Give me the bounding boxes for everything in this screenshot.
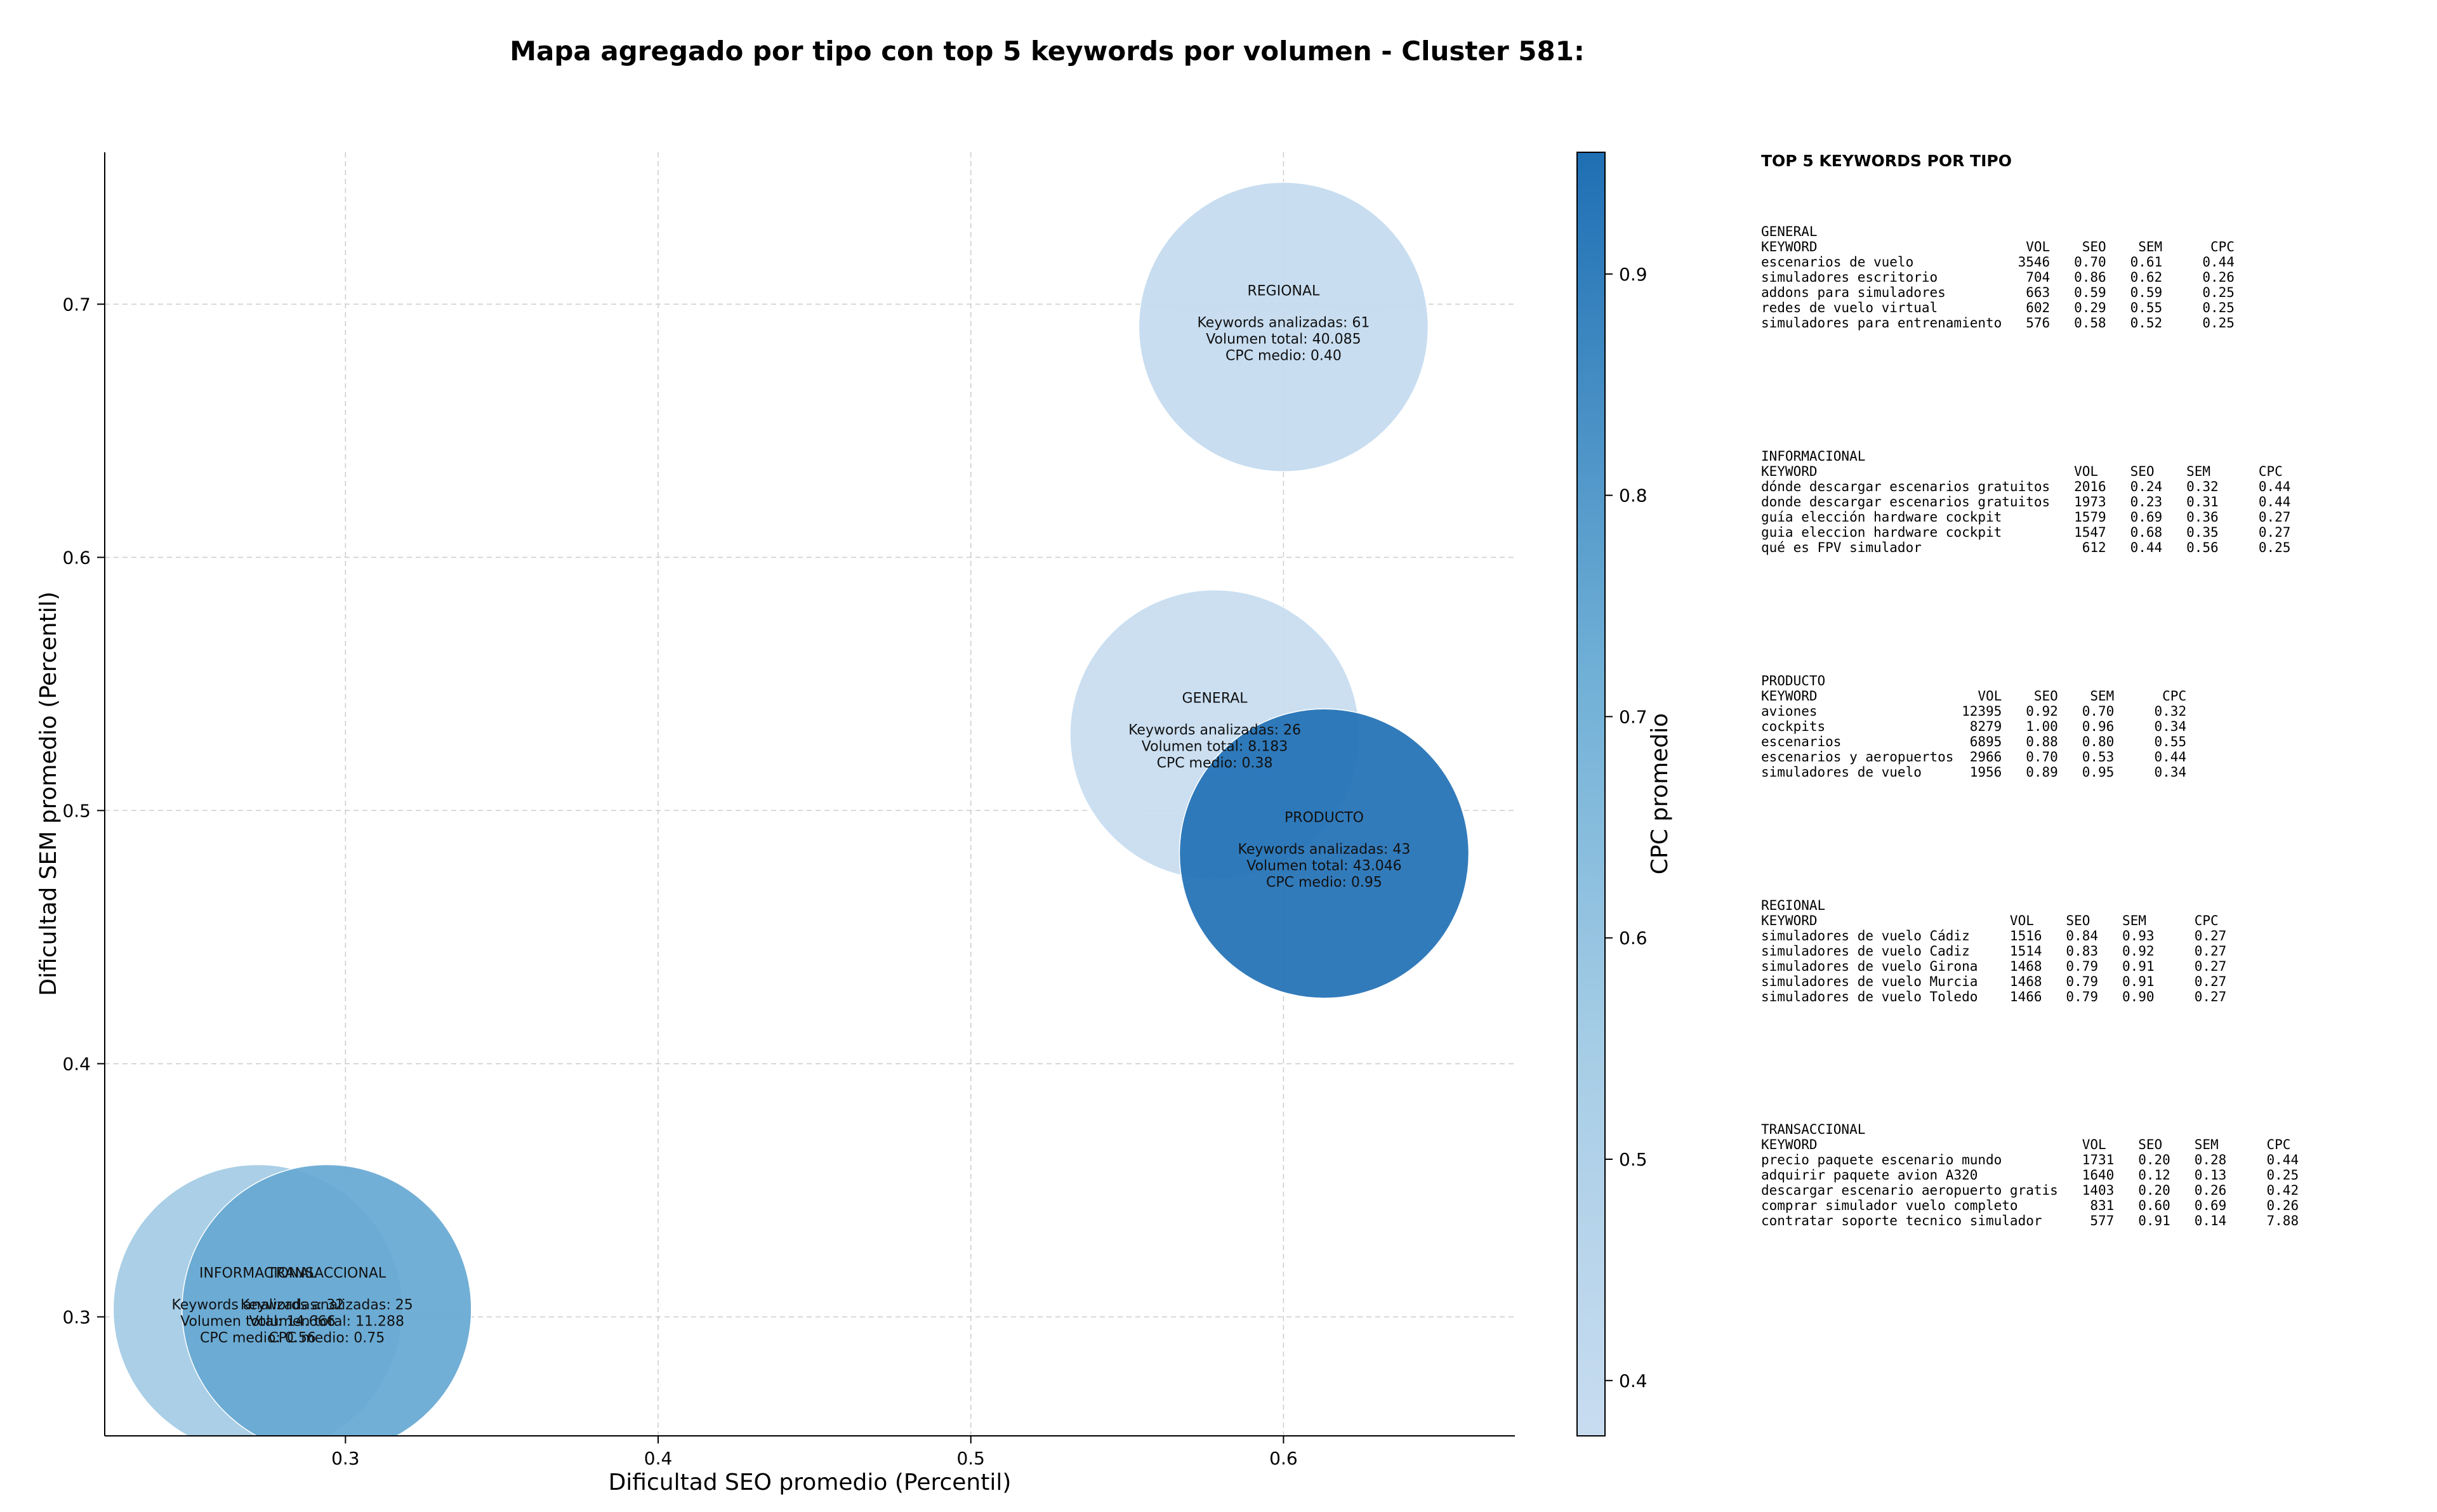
x-tick-label: 0.3 <box>331 1448 360 1469</box>
keyword-table-header: KEYWORD VOL SEO SEM CPC <box>1761 239 2235 254</box>
keyword-table-header: KEYWORD VOL SEO SEM CPC <box>1761 913 2219 928</box>
keyword-table-row: donde descargar escenarios gratuitos 197… <box>1761 494 2290 509</box>
keyword-group-name: PRODUCTO <box>1761 673 1825 688</box>
keyword-table-row: simuladores de vuelo Murcia 1468 0.79 0.… <box>1761 974 2226 989</box>
keyword-table-row: guia eleccion hardware cockpit 1547 0.68… <box>1761 525 2290 540</box>
bubble-transaccional <box>182 1164 472 1436</box>
axis-ticks: 0.3 0.4 0.5 0.6 0.3 0.4 0.5 0.6 0.7 <box>62 294 1297 1469</box>
colorbar-tick-label: 0.5 <box>1619 1149 1648 1170</box>
bubble-label: TRANSACCIONAL <box>267 1265 386 1281</box>
y-tick-label: 0.4 <box>62 1053 91 1074</box>
keyword-table-row: simuladores de vuelo Cádiz 1516 0.84 0.9… <box>1761 928 2226 943</box>
bubble-volume: Volumen total: 8.183 <box>1142 739 1288 755</box>
keyword-table-row: escenarios y aeropuertos 2966 0.70 0.53 … <box>1761 749 2186 765</box>
bubble-label: INFORMACIONAL <box>199 1265 317 1281</box>
x-tick-label: 0.6 <box>1269 1448 1298 1469</box>
x-tick-label: 0.5 <box>956 1448 985 1469</box>
keyword-table-row: escenarios 6895 0.88 0.80 0.55 <box>1761 734 2186 749</box>
keyword-table-row: qué es FPV simulador 612 0.44 0.56 0.25 <box>1761 540 2290 555</box>
keyword-table-row: redes de vuelo virtual 602 0.29 0.55 0.2… <box>1761 300 2235 315</box>
bubble-volume: Volumen total: 14.666 <box>180 1313 335 1329</box>
keyword-group-name: TRANSACCIONAL <box>1761 1122 1865 1137</box>
bubble-cpc: CPC medio: 0.40 <box>1225 348 1342 364</box>
colorbar: 0.4 0.5 0.6 0.7 0.8 0.9 CPC promedio <box>1576 152 1673 1436</box>
bubble-cpc: CPC medio: 0.56 <box>200 1330 316 1346</box>
keyword-group-name: INFORMACIONAL <box>1761 449 1865 464</box>
bubble-keywords-count: Keywords analizadas: 32 <box>171 1297 344 1313</box>
bubble-volume: Volumen total: 43.046 <box>1246 858 1401 874</box>
bubble-volume: Volumen total: 11.288 <box>249 1313 404 1329</box>
keyword-table-row: simuladores de vuelo 1956 0.89 0.95 0.34 <box>1761 765 2186 780</box>
y-axis-label: Dificultad SEM promedio (Percentil) <box>36 591 62 996</box>
colorbar-tick-label: 0.9 <box>1619 264 1648 285</box>
keyword-table-row: guía elección hardware cockpit 1579 0.69… <box>1761 509 2290 525</box>
bubble-cpc: CPC medio: 0.38 <box>1157 756 1273 772</box>
bubble-keywords-count: Keywords analizadas: 43 <box>1238 841 1411 857</box>
keyword-table-row: simuladores para entrenamiento 576 0.58 … <box>1761 315 2235 331</box>
keyword-table-row: aviones 12395 0.92 0.70 0.32 <box>1761 704 2186 719</box>
bubble-cpc: CPC medio: 0.95 <box>1266 874 1382 890</box>
bubble-label: PRODUCTO <box>1285 810 1364 825</box>
keyword-table-header: KEYWORD VOL SEO SEM CPC <box>1761 1137 2290 1152</box>
colorbar-label: CPC promedio <box>1647 713 1673 874</box>
keyword-table-row: simuladores de vuelo Cadiz 1514 0.83 0.9… <box>1761 943 2226 959</box>
x-axis-label: Dificultad SEO promedio (Percentil) <box>609 1469 1012 1496</box>
y-tick-label: 0.5 <box>62 800 91 821</box>
plot-axes <box>104 152 1515 1436</box>
keyword-table-row: descargar escenario aeropuerto gratis 14… <box>1761 1183 2299 1198</box>
colorbar-gradient <box>1576 152 1606 1436</box>
keyword-table-header: KEYWORD VOL SEO SEM CPC <box>1761 464 2283 479</box>
keyword-table-row: precio paquete escenario mundo 1731 0.20… <box>1761 1152 2299 1167</box>
keyword-table-header: KEYWORD VOL SEO SEM CPC <box>1761 688 2186 704</box>
y-tick-label: 0.3 <box>62 1306 91 1327</box>
keyword-table-row: addons para simuladores 663 0.59 0.59 0.… <box>1761 285 2235 300</box>
bubble-layer <box>112 181 1470 1436</box>
x-tick-label: 0.4 <box>644 1448 673 1469</box>
colorbar-ticks: 0.4 0.5 0.6 0.7 0.8 0.9 <box>1605 264 1648 1391</box>
colorbar-tick-label: 0.7 <box>1619 706 1648 727</box>
keyword-table-row: dónde descargar escenarios gratuitos 201… <box>1761 479 2290 494</box>
bubble-label: GENERAL <box>1182 691 1248 707</box>
colorbar-tick-label: 0.8 <box>1619 485 1648 506</box>
keyword-table-row: simuladores escritorio 704 0.86 0.62 0.2… <box>1761 270 2235 285</box>
bubble-cpc: CPC medio: 0.75 <box>268 1330 385 1346</box>
keyword-table-row: escenarios de vuelo 3546 0.70 0.61 0.44 <box>1761 254 2235 270</box>
colorbar-tick-label: 0.6 <box>1619 928 1648 949</box>
bubble-keywords-count: Keywords analizadas: 61 <box>1197 315 1370 331</box>
y-tick-label: 0.7 <box>62 294 91 315</box>
keyword-table-row: comprar simulador vuelo completo 831 0.6… <box>1761 1198 2299 1213</box>
keyword-table-row: adquirir paquete avion A320 1640 0.12 0.… <box>1761 1167 2299 1183</box>
colorbar-tick-label: 0.4 <box>1619 1371 1648 1391</box>
keyword-table-row: simuladores de vuelo Toledo 1466 0.79 0.… <box>1761 989 2226 1004</box>
keyword-table-row: simuladores de vuelo Girona 1468 0.79 0.… <box>1761 959 2226 974</box>
keyword-panel-heading: TOP 5 KEYWORDS POR TIPO <box>1761 152 2012 170</box>
keyword-table-row: contratar soporte tecnico simulador 577 … <box>1761 1213 2299 1228</box>
y-tick-label: 0.6 <box>62 547 91 568</box>
chart-title: Mapa agregado por tipo con top 5 keyword… <box>510 36 1585 67</box>
bubble-keywords-count: Keywords analizadas: 25 <box>241 1297 413 1313</box>
keyword-table-row: cockpits 8279 1.00 0.96 0.34 <box>1761 719 2186 734</box>
bubble-keywords-count: Keywords analizadas: 26 <box>1128 723 1301 739</box>
bubble-regional <box>1138 181 1429 473</box>
keyword-group-name: REGIONAL <box>1761 898 1825 913</box>
keyword-group-name: GENERAL <box>1761 224 1818 239</box>
bubble-label: REGIONAL <box>1248 283 1321 299</box>
bubble-volume: Volumen total: 40.085 <box>1206 331 1361 347</box>
bubble-producto <box>1179 708 1470 999</box>
